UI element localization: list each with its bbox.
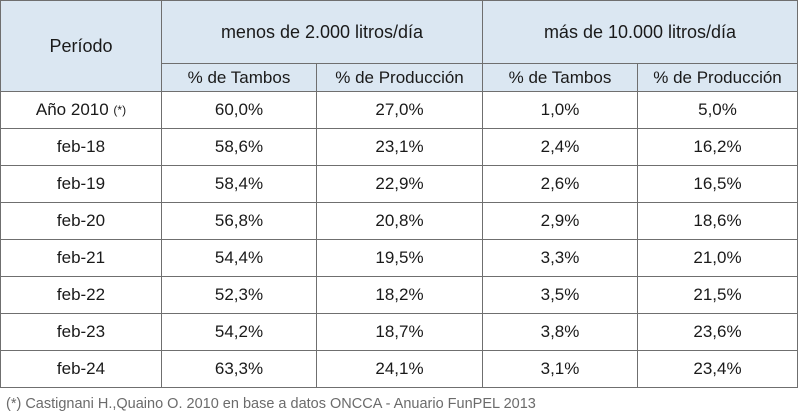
- value-cell: 23,1%: [316, 128, 483, 166]
- table-row: feb-18 58,6% 23,1% 2,4% 16,2%: [0, 128, 798, 166]
- period-cell: feb-21: [0, 239, 162, 277]
- value-cell: 3,3%: [482, 239, 638, 277]
- value-cell: 23,6%: [637, 313, 798, 351]
- value-cell: 5,0%: [637, 91, 798, 129]
- value-cell: 60,0%: [161, 91, 317, 129]
- table-row: Año 2010 (*) 60,0% 27,0% 1,0% 5,0%: [0, 91, 798, 129]
- sub-header-produccion-large: % de Producción: [637, 63, 798, 92]
- table-row: feb-21 54,4% 19,5% 3,3% 21,0%: [0, 239, 798, 277]
- value-cell: 3,1%: [482, 350, 638, 388]
- value-cell: 1,0%: [482, 91, 638, 129]
- period-cell: feb-22: [0, 276, 162, 314]
- table-row: feb-24 63,3% 24,1% 3,1% 23,4%: [0, 350, 798, 388]
- value-cell: 3,8%: [482, 313, 638, 351]
- value-cell: 2,6%: [482, 165, 638, 203]
- value-cell: 21,5%: [637, 276, 798, 314]
- value-cell: 18,6%: [637, 202, 798, 240]
- table-row: feb-19 58,4% 22,9% 2,6% 16,5%: [0, 165, 798, 203]
- period-cell: feb-20: [0, 202, 162, 240]
- value-cell: 19,5%: [316, 239, 483, 277]
- value-cell: 23,4%: [637, 350, 798, 388]
- period-header: Período: [0, 0, 162, 92]
- value-cell: 63,3%: [161, 350, 317, 388]
- value-cell: 20,8%: [316, 202, 483, 240]
- value-cell: 54,2%: [161, 313, 317, 351]
- value-cell: 2,4%: [482, 128, 638, 166]
- value-cell: 58,6%: [161, 128, 317, 166]
- table-row: feb-20 56,8% 20,8% 2,9% 18,6%: [0, 202, 798, 240]
- value-cell: 16,5%: [637, 165, 798, 203]
- data-table: Período menos de 2.000 litros/día más de…: [0, 0, 798, 388]
- group-header-large: más de 10.000 litros/día: [482, 0, 798, 64]
- footnote: (*) Castignani H.,Quaino O. 2010 en base…: [6, 396, 536, 412]
- value-cell: 3,5%: [482, 276, 638, 314]
- value-cell: 21,0%: [637, 239, 798, 277]
- value-cell: 2,9%: [482, 202, 638, 240]
- value-cell: 54,4%: [161, 239, 317, 277]
- footnote-mark: (*): [113, 103, 127, 117]
- value-cell: 22,9%: [316, 165, 483, 203]
- value-cell: 56,8%: [161, 202, 317, 240]
- period-cell: feb-24: [0, 350, 162, 388]
- sub-header-tambos-small: % de Tambos: [161, 63, 317, 92]
- period-cell: feb-18: [0, 128, 162, 166]
- group-header-small: menos de 2.000 litros/día: [161, 0, 483, 64]
- value-cell: 27,0%: [316, 91, 483, 129]
- value-cell: 18,7%: [316, 313, 483, 351]
- sub-header-tambos-large: % de Tambos: [482, 63, 638, 92]
- table-row: feb-22 52,3% 18,2% 3,5% 21,5%: [0, 276, 798, 314]
- value-cell: 52,3%: [161, 276, 317, 314]
- period-cell: feb-19: [0, 165, 162, 203]
- period-cell: feb-23: [0, 313, 162, 351]
- sub-header-produccion-small: % de Producción: [316, 63, 483, 92]
- value-cell: 16,2%: [637, 128, 798, 166]
- value-cell: 24,1%: [316, 350, 483, 388]
- value-cell: 18,2%: [316, 276, 483, 314]
- table-row: feb-23 54,2% 18,7% 3,8% 23,6%: [0, 313, 798, 351]
- value-cell: 58,4%: [161, 165, 317, 203]
- period-label: Año 2010: [35, 100, 109, 119]
- period-cell: Año 2010 (*): [0, 91, 162, 129]
